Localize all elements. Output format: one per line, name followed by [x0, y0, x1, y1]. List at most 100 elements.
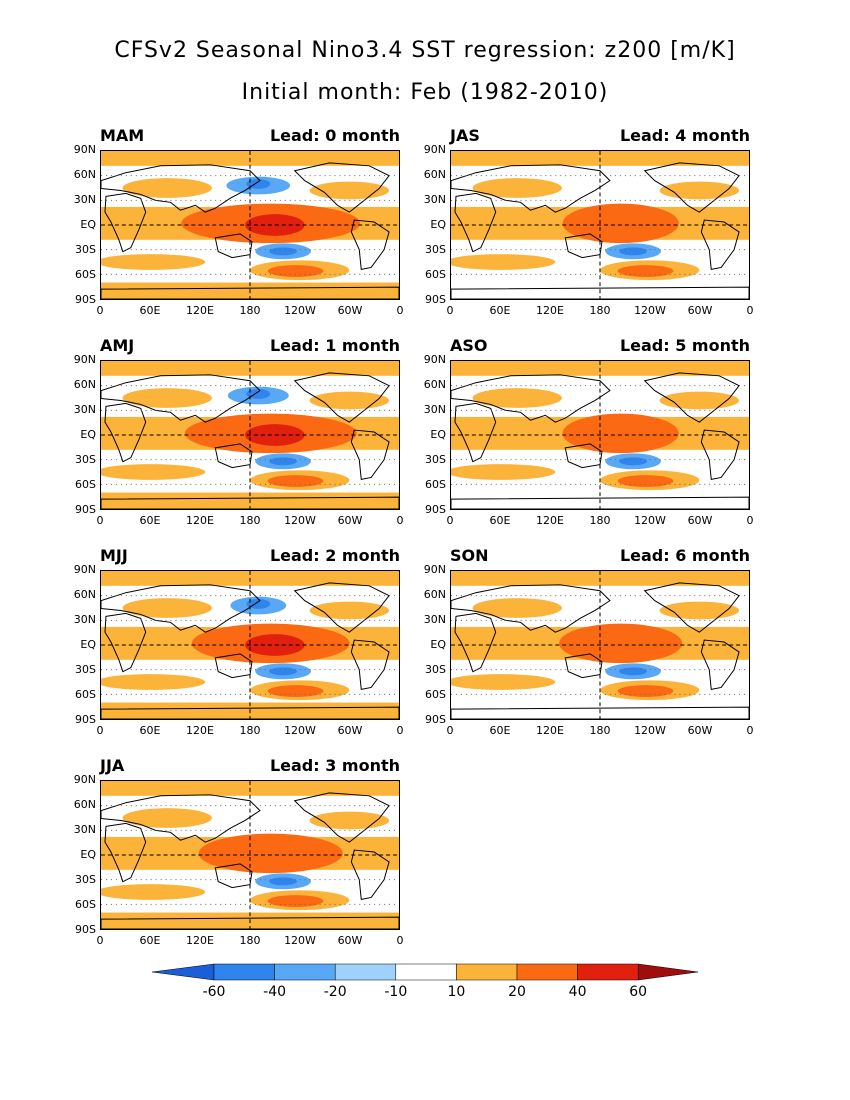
panel-lead-label: Lead: 0 month — [269, 126, 400, 145]
lon-tick-label: 60W — [337, 724, 363, 737]
lon-tick-label: 60E — [139, 724, 161, 737]
panel-season-label: SON — [450, 546, 489, 565]
colorbar-label: 40 — [568, 984, 587, 1000]
lon-tick-label: 120E — [186, 934, 214, 947]
lat-tick-label: 60S — [425, 268, 446, 281]
lat-tick-label: 30N — [73, 403, 96, 416]
lon-tick-label: 60E — [139, 514, 161, 527]
lon-tick-label: 60W — [337, 514, 363, 527]
colorbar-label: 20 — [508, 984, 526, 1000]
lat-tick-label: 90N — [423, 143, 446, 156]
map-panel-jas: JAS Lead: 4 month 90N 60N 30N EQ 30S 60S 90S 0 60E… — [424, 126, 754, 317]
lon-tick-label: 120W — [284, 304, 316, 317]
colorbar-bar — [151, 963, 699, 981]
lat-tick-label: 30N — [73, 193, 96, 206]
lon-tick-label: 180 — [589, 304, 611, 317]
lon-tick-label: 120E — [536, 514, 564, 527]
panel-season-label: JAS — [450, 126, 480, 145]
lat-tick-label: 30S — [425, 243, 446, 256]
colorbar-segment — [395, 963, 457, 981]
lat-tick-label: 90N — [423, 353, 446, 366]
lon-tick-label: 0 — [396, 724, 404, 737]
lon-tick-label: 120W — [284, 514, 316, 527]
regression-map — [100, 360, 400, 510]
lon-tick-label: 60W — [337, 304, 363, 317]
map-panel-aso: ASO Lead: 5 month 90N 60N 30N EQ 30S 60S 90S 0 60E… — [424, 336, 754, 527]
lon-tick-label: 0 — [96, 934, 104, 947]
lon-tick-label: 0 — [746, 514, 754, 527]
lat-tick-label: 60N — [73, 798, 96, 811]
colorbar-label: -60 — [202, 984, 226, 1000]
lat-tick-label: 30S — [425, 663, 446, 676]
lat-tick-label: 90N — [73, 773, 96, 786]
lat-tick-label: 60N — [423, 168, 446, 181]
lat-tick-label: 60N — [423, 588, 446, 601]
lon-tick-label: 0 — [396, 304, 404, 317]
panel-lead-label: Lead: 3 month — [269, 756, 400, 775]
lon-tick-label: 60E — [139, 934, 161, 947]
colorbar-segment — [577, 963, 639, 981]
lon-tick-label: 60E — [489, 724, 511, 737]
lat-tick-label: 90S — [425, 503, 446, 516]
lon-tick-label: 120E — [536, 724, 564, 737]
map-field — [451, 151, 749, 299]
colorbar-segment — [334, 963, 397, 981]
lat-tick-label: EQ — [430, 428, 446, 441]
lon-tick-label: 120E — [186, 514, 214, 527]
lat-tick-label: 60S — [425, 478, 446, 491]
lat-tick-label: 60S — [75, 478, 96, 491]
colorbar-arrow-low — [151, 963, 215, 981]
lat-tick-label: 90N — [423, 563, 446, 576]
lat-tick-label: 30S — [75, 663, 96, 676]
lon-tick-label: 60W — [687, 724, 713, 737]
lon-tick-label: 120W — [634, 724, 666, 737]
lon-tick-label: 180 — [239, 934, 261, 947]
map-field — [101, 151, 399, 299]
lon-tick-label: 60W — [687, 514, 713, 527]
lon-tick-label: 180 — [239, 724, 261, 737]
lat-tick-label: EQ — [430, 218, 446, 231]
map-panel-jja: JJA Lead: 3 month 90N 60N 30N EQ 30S 60S 90S 0 60E… — [74, 756, 404, 947]
lat-tick-label: EQ — [80, 428, 96, 441]
lat-tick-label: 30N — [423, 613, 446, 626]
colorbar-label: 10 — [447, 984, 466, 1000]
colorbar-segment — [516, 963, 578, 981]
regression-map — [100, 150, 400, 300]
regression-map — [100, 780, 400, 930]
lat-tick-label: 90S — [75, 503, 96, 516]
lon-tick-label: 120W — [634, 304, 666, 317]
panel-lead-label: Lead: 1 month — [269, 336, 400, 355]
lat-tick-label: 90S — [75, 923, 96, 936]
lon-tick-label: 0 — [396, 934, 404, 947]
lon-tick-label: 0 — [446, 304, 454, 317]
lon-tick-label: 120E — [536, 304, 564, 317]
lon-tick-label: 60W — [687, 304, 713, 317]
lat-tick-label: EQ — [80, 848, 96, 861]
lat-tick-label: 90N — [73, 353, 96, 366]
lat-tick-label: 90S — [425, 293, 446, 306]
lat-tick-label: 30N — [73, 823, 96, 836]
colorbar-label: 60 — [629, 984, 648, 1000]
map-field — [451, 361, 749, 509]
panel-season-label: MAM — [100, 126, 145, 145]
map-field — [101, 361, 399, 509]
colorbar-segment — [213, 963, 275, 981]
panel-season-label: AMJ — [100, 336, 135, 355]
lat-tick-label: 60N — [73, 168, 96, 181]
panel-lead-label: Lead: 2 month — [269, 546, 400, 565]
panel-lead-label: Lead: 5 month — [619, 336, 750, 355]
lon-tick-label: 0 — [396, 514, 404, 527]
lon-tick-label: 60E — [139, 304, 161, 317]
lat-tick-label: 90N — [73, 563, 96, 576]
colorbar-arrow-high — [637, 963, 699, 981]
lon-tick-label: 60E — [489, 514, 511, 527]
panel-lead-label: Lead: 6 month — [619, 546, 750, 565]
panel-lead-label: Lead: 4 month — [619, 126, 750, 145]
lon-tick-label: 60W — [337, 934, 363, 947]
lat-tick-label: 60S — [425, 688, 446, 701]
lon-tick-label: 0 — [96, 304, 104, 317]
lat-tick-label: EQ — [430, 638, 446, 651]
lon-tick-label: 60E — [489, 304, 511, 317]
map-panel-son: SON Lead: 6 month 90N 60N 30N EQ 30S 60S 90S 0 60E… — [424, 546, 754, 737]
map-panel-mjj: MJJ Lead: 2 month 90N 60N 30N EQ 30S 60S 90S 0 60E… — [74, 546, 404, 737]
